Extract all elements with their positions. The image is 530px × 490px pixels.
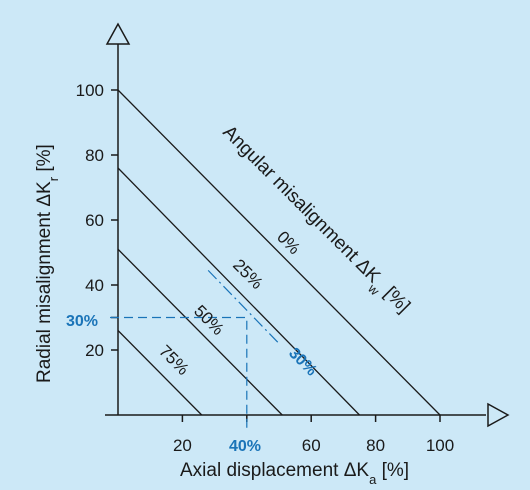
example-x-label: 40%: [229, 438, 261, 455]
series-line-0: [117, 89, 441, 416]
x-axis-title: Axial displacement ΔKa [%]: [180, 460, 409, 487]
x-axis-arrow: [487, 402, 510, 428]
y-tick-label: 40: [85, 276, 104, 295]
y-tick-label: 60: [85, 211, 104, 230]
y-axis-arrow: [105, 22, 131, 45]
x-tick-label: 80: [366, 436, 385, 455]
x-tick-label: 20: [173, 436, 192, 455]
example-guides: [110, 269, 280, 429]
series-lines: [117, 89, 441, 416]
series-line-50: [117, 248, 283, 416]
series-line-25: [117, 167, 360, 416]
series-line-75: [117, 330, 203, 416]
example-angular-line: [207, 269, 280, 344]
example-guide-lines: [110, 316, 248, 429]
y-axis-title: Radial misalignment ΔKr [%]: [34, 144, 61, 383]
example-y-label: 30%: [66, 313, 98, 330]
x-tick-label: 60: [302, 436, 321, 455]
ticks: 20 60 80 100 20 40 60 80 100: [76, 81, 455, 455]
y-tick-label: 80: [85, 146, 104, 165]
y-tick-label: 20: [85, 341, 104, 360]
x-tick-label: 100: [426, 436, 454, 455]
y-tick-label: 100: [76, 81, 104, 100]
